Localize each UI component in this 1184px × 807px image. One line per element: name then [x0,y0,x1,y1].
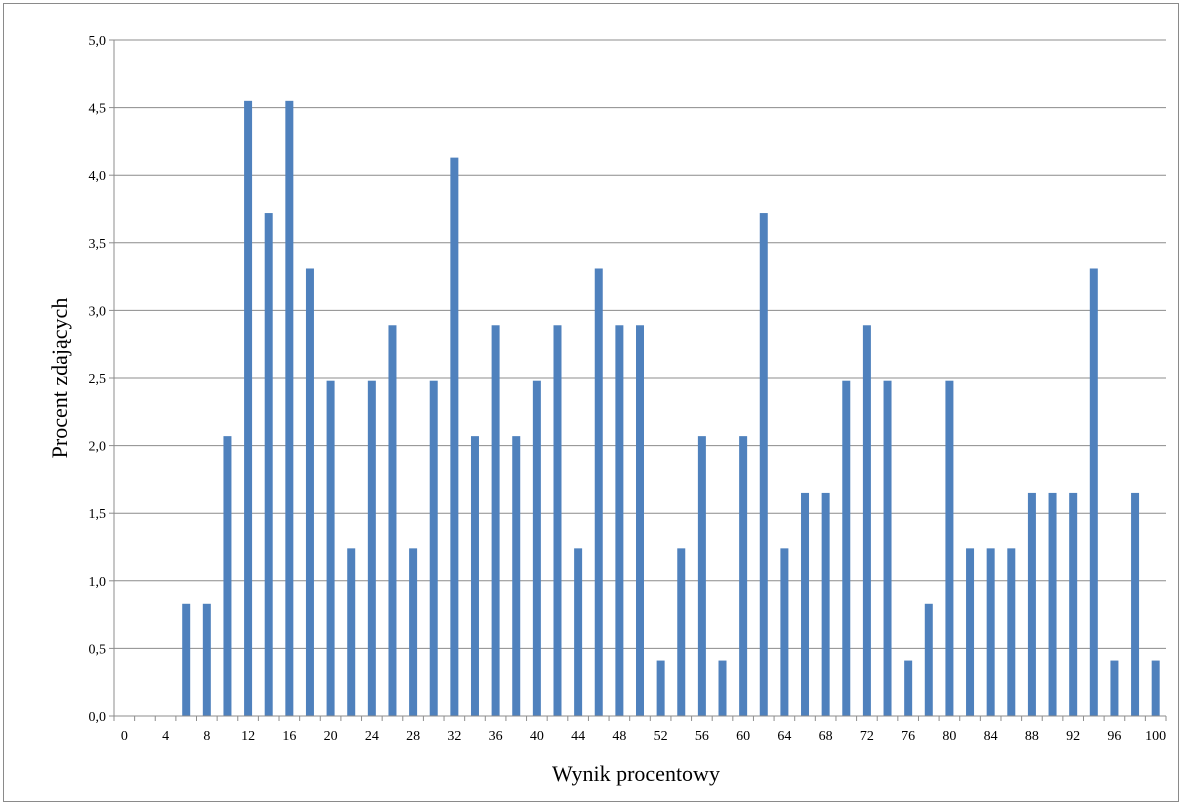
bar [1027,492,1036,716]
x-tick-label: 0 [121,729,128,744]
bar [986,548,995,716]
x-tick-label: 72 [860,729,874,744]
bar [182,603,191,716]
x-tick-label: 52 [654,729,668,744]
bar [202,603,211,716]
bar [491,325,500,716]
y-tick-label: 1,5 [89,507,107,522]
x-tick-label: 56 [695,729,709,744]
x-tick-label: 32 [447,729,461,744]
x-tick-label: 84 [984,729,998,744]
bar [718,660,727,716]
y-tick-label: 2,5 [89,372,107,387]
y-tick-label: 3,0 [89,304,107,319]
bar [409,548,418,716]
x-tick-labels: 0 4 8 12 16 20 24 28 32 36 40 44 48 52 56 60 64 68 72 76 80 8… [121,729,1166,744]
x-tick-label: 48 [612,729,626,744]
bar [656,660,665,716]
bar [801,492,810,716]
bar [883,380,892,716]
y-tick-label: 1,0 [89,575,107,590]
bar [636,325,644,716]
bar [512,436,521,716]
bar [388,325,397,716]
bar [862,325,871,716]
x-tick-label: 20 [324,729,338,744]
bar [945,380,954,716]
bar [553,325,562,716]
bar [574,548,583,716]
y-tick-label: 2,0 [89,440,107,455]
y-tick-label: 0,0 [89,710,107,725]
x-tick-label: 100 [1145,729,1166,744]
x-axis-title: Wynik procentowy [552,761,720,786]
y-axis-title: Procent zdających [47,298,72,459]
bar [305,268,314,716]
y-tick-label: 4,5 [89,102,107,117]
bar [924,603,933,716]
bar [326,380,335,716]
y-tick-label: 3,5 [89,237,107,252]
bar [532,380,541,716]
bar [821,492,830,716]
bar [1131,492,1140,716]
bar [739,436,748,716]
axes [109,39,1167,721]
bar [1151,660,1160,716]
bar [347,548,356,716]
bar [780,548,789,716]
bar [367,380,376,716]
bar [1069,492,1078,716]
x-tick-label: 80 [942,729,956,744]
bar [904,660,913,716]
bar [594,268,603,716]
bar [450,157,459,716]
bar [285,100,294,717]
x-tick-label: 44 [571,729,585,744]
bar [223,436,232,716]
y-tick-labels: 0,0 0,5 1,0 1,5 2,0 2,5 3,0 3,5 4,0 4,5 5,0 [89,34,107,725]
y-tick-label: 4,0 [89,169,107,184]
x-tick-label: 4 [162,729,169,744]
bar [1048,492,1057,716]
x-tick-label: 64 [777,729,791,744]
x-tick-label: 28 [406,729,420,744]
bar [244,100,253,717]
chart-frame [3,3,1179,802]
y-tick-label: 0,5 [89,642,107,657]
bar [1007,548,1016,716]
x-tick-label: 16 [282,729,296,744]
bar [842,380,851,716]
bar [966,548,975,716]
bar [1089,268,1098,716]
x-tick-label: 68 [819,729,833,744]
x-tick-label: 36 [489,729,503,744]
x-tick-label: 40 [530,729,544,744]
bars [182,100,1160,717]
x-tick-label: 88 [1025,729,1039,744]
bar [697,436,706,716]
bar [615,325,624,716]
x-tick-label: 8 [203,729,210,744]
bar [470,436,479,716]
y-tick-label: 5,0 [89,34,107,49]
x-tick-label: 24 [365,729,379,744]
x-tick-label: 92 [1066,729,1080,744]
bar [429,380,438,716]
bar [264,213,273,716]
x-tick-label: 96 [1107,729,1121,744]
x-tick-label: 12 [241,729,255,744]
bar [1110,660,1119,716]
x-tick-label: 76 [901,729,915,744]
bar [759,213,768,716]
bar [677,548,686,716]
x-tick-label: 60 [736,729,750,744]
